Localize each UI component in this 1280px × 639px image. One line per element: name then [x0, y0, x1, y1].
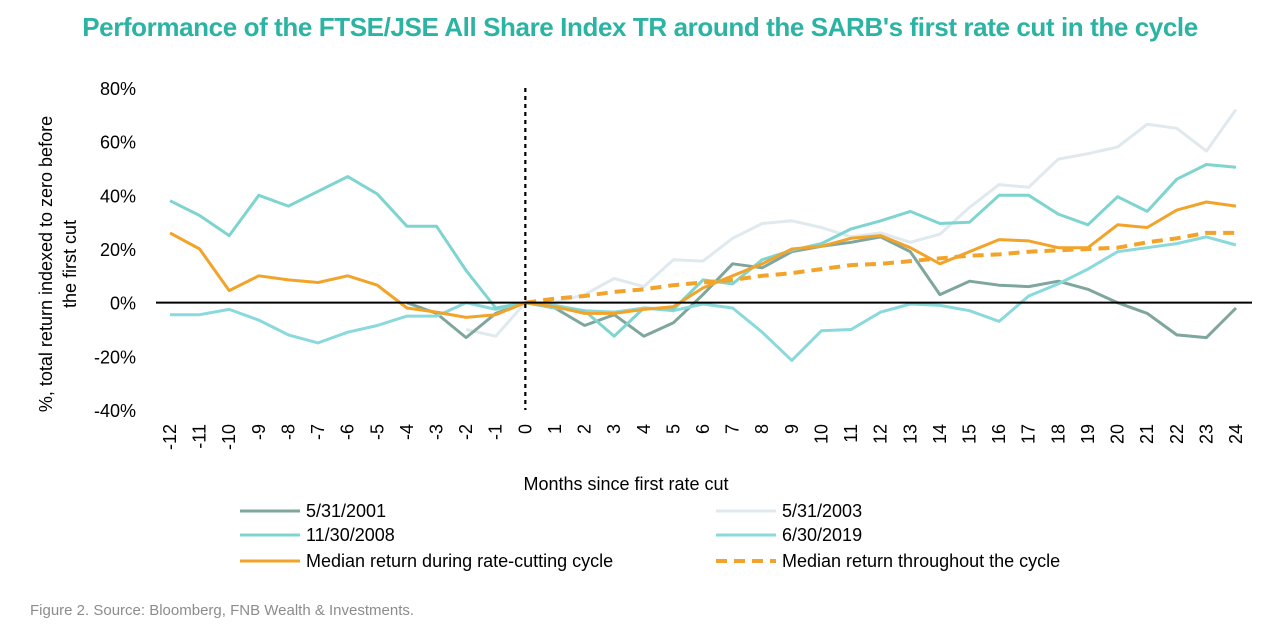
- x-tick-label: -4: [397, 424, 417, 440]
- x-tick-label: 16: [989, 424, 1009, 444]
- legend-label: 5/31/2001: [306, 501, 386, 521]
- y-tick-label: 60%: [100, 133, 136, 153]
- x-tick-label: 2: [575, 424, 595, 434]
- x-tick-label: 18: [1048, 424, 1068, 444]
- series-line-0: [406, 235, 1238, 340]
- x-tick-label: 17: [1019, 424, 1039, 444]
- x-tick-label: 7: [723, 424, 743, 434]
- x-tick-label: 13: [900, 424, 920, 444]
- x-tick-label: 10: [811, 424, 831, 444]
- y-axis-title-text: %, total return indexed to zero before th…: [36, 116, 80, 412]
- legend-label: 6/30/2019: [782, 525, 862, 545]
- x-tick-label: 9: [782, 424, 802, 434]
- x-tick-label: 19: [1078, 424, 1098, 444]
- series-line-3: [170, 235, 1237, 362]
- x-tick-label: 8: [752, 424, 772, 434]
- x-tick-label: 5: [663, 424, 683, 434]
- x-tick-label: 21: [1137, 424, 1157, 444]
- x-tick-label: 3: [604, 424, 624, 434]
- x-axis-title: Months since first rate cut: [523, 474, 728, 494]
- y-tick-label: 20%: [100, 240, 136, 260]
- x-tick-label: 12: [871, 424, 891, 444]
- x-tick-label: -6: [338, 424, 358, 440]
- y-axis-ticks: -40% -20% 0% 20% 40% 60% 80%: [94, 79, 136, 421]
- x-axis-ticks: -12 -11 -10 -9 -8 -7 -6 -5 -4 -3 -2 -1 0 1 2 3 4 5 6 7 8 9 10 1…: [160, 424, 1246, 450]
- y-tick-label: 80%: [100, 79, 136, 99]
- source-note: Figure 2. Source: Bloomberg, FNB Wealth …: [30, 602, 415, 619]
- x-tick-label: -7: [308, 424, 328, 440]
- x-tick-label: -3: [427, 424, 447, 440]
- x-tick-label: -10: [219, 424, 239, 450]
- chart-title: Performance of the FTSE/JSE All Share In…: [82, 12, 1198, 42]
- series-layer: [169, 108, 1238, 362]
- legend: 5/31/2001 5/31/2003 11/30/2008 6/30/2019 Med…: [240, 501, 1060, 571]
- x-tick-label: 1: [545, 424, 565, 434]
- x-tick-label: 22: [1167, 424, 1187, 444]
- x-tick-label: -8: [278, 424, 298, 440]
- x-tick-label: -9: [249, 424, 269, 440]
- x-tick-label: 15: [960, 424, 980, 444]
- x-tick-label: -5: [367, 424, 387, 440]
- series-line-4: [169, 200, 1237, 319]
- legend-label: 5/31/2003: [782, 501, 862, 521]
- x-tick-label: -11: [190, 424, 210, 449]
- legend-label: 11/30/2008: [306, 525, 395, 545]
- y-tick-label: -20%: [94, 347, 136, 367]
- x-tick-label: 0: [515, 424, 535, 434]
- x-tick-label: 6: [693, 424, 713, 434]
- y-tick-label: -40%: [94, 401, 136, 421]
- y-axis-title-line: the first cut: [60, 220, 80, 308]
- series-line-2: [169, 163, 1237, 338]
- x-tick-label: 14: [930, 424, 950, 444]
- legend-label: Median return throughout the cycle: [782, 551, 1060, 571]
- x-tick-label: 11: [841, 424, 861, 443]
- x-tick-label: 20: [1108, 424, 1128, 444]
- legend-label: Median return during rate-cutting cycle: [306, 551, 613, 571]
- x-tick-label: 24: [1226, 424, 1246, 444]
- x-tick-label: -1: [486, 424, 506, 440]
- y-axis-title-line: %, total return indexed to zero before: [36, 116, 56, 412]
- y-axis-title: %, total return indexed to zero before th…: [36, 116, 80, 412]
- x-tick-label: -2: [456, 424, 476, 440]
- y-tick-label: 0%: [110, 294, 136, 314]
- series-line-5: [525, 230, 1236, 305]
- x-tick-label: 23: [1196, 424, 1216, 444]
- y-tick-label: 40%: [100, 186, 136, 206]
- x-tick-label: 4: [634, 424, 654, 434]
- x-tick-label: -12: [160, 424, 180, 450]
